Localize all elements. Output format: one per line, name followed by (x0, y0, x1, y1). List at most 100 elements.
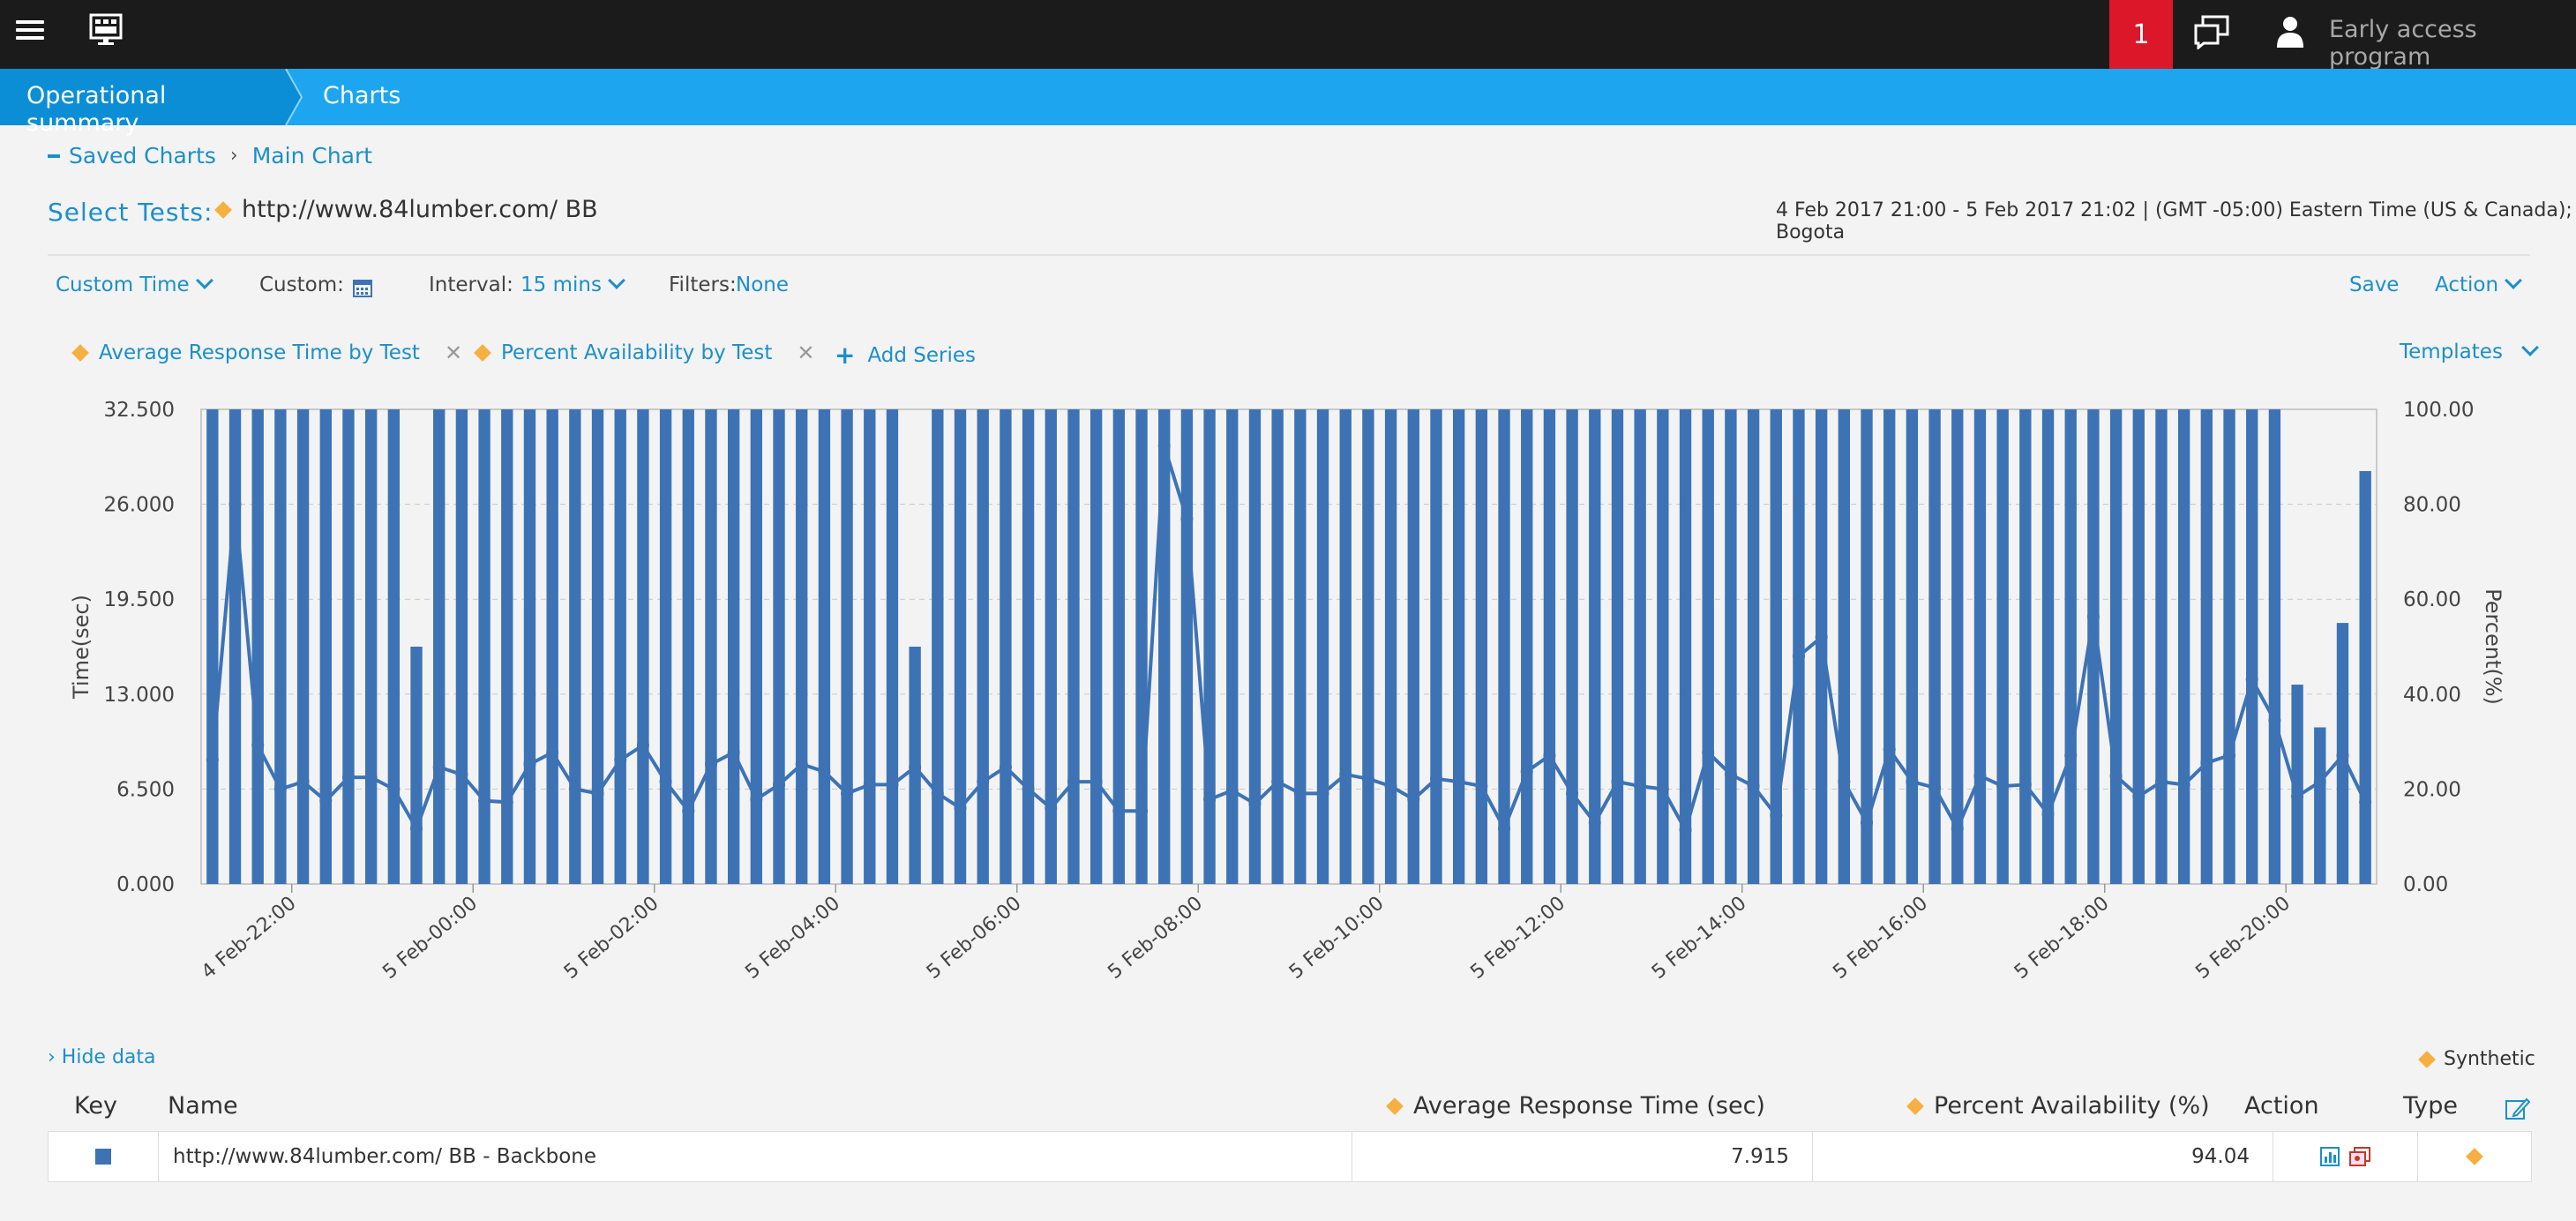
response-time-point (2291, 790, 2304, 803)
availability-bar (1000, 409, 1012, 884)
response-time-point (296, 775, 310, 789)
series-chip-avg-response[interactable]: Average Response Time by Test ✕ (71, 341, 463, 365)
report-icon[interactable] (2348, 1147, 2371, 1166)
response-time-point (954, 801, 967, 814)
time-mode-dropdown[interactable]: Custom Time (56, 272, 213, 296)
availability-bar (1022, 409, 1035, 884)
response-time-point (1361, 772, 1374, 785)
percent-availability-cell: 94.04 (1814, 1132, 2273, 1181)
name-cell: http://www.84lumber.com/ BB - Backbone (159, 1132, 1352, 1181)
response-time-point (364, 771, 378, 784)
availability-bar (1180, 409, 1194, 884)
response-time-point (1045, 801, 1058, 814)
response-time-point (1498, 822, 1511, 835)
y-left-tick-label: 0.000 (116, 873, 175, 896)
y-left-tick-label: 26.000 (104, 494, 175, 517)
response-time-point (2245, 673, 2258, 686)
response-time-point (704, 758, 717, 771)
action-dropdown[interactable]: Action (2435, 272, 2522, 296)
availability-bar (2041, 409, 2055, 884)
response-time-point (2109, 769, 2123, 783)
availability-bar (705, 409, 717, 884)
hide-data-toggle[interactable]: › Hide data (48, 1046, 156, 1068)
breadcrumb-item-operational-summary[interactable]: Operational summary (0, 69, 286, 137)
series-diamond-icon (474, 344, 491, 362)
alert-count-badge[interactable]: 1 (2109, 0, 2173, 69)
breadcrumb-chevron-icon (282, 69, 303, 125)
response-time-point (2268, 714, 2281, 727)
calendar-icon[interactable] (352, 277, 373, 298)
collapse-icon[interactable] (48, 154, 60, 158)
selected-test-name: http://www.84lumber.com/ BB (242, 196, 598, 223)
response-time-point (659, 775, 672, 789)
plot-area (200, 408, 2378, 885)
availability-bar (1928, 409, 1941, 884)
user-label[interactable]: Early access program (2329, 16, 2477, 71)
availability-bar (1475, 409, 1488, 884)
availability-bar (2064, 409, 2077, 884)
availability-bar (1362, 409, 1374, 884)
response-time-point (251, 738, 265, 752)
response-time-point (2223, 749, 2236, 762)
column-avg-response[interactable]: Average Response Time (sec) (1386, 1092, 1765, 1120)
x-tick-label: 5 Feb-18:00 (2011, 892, 2114, 984)
user-icon[interactable] (2274, 14, 2306, 49)
edit-columns-icon[interactable] (2504, 1096, 2530, 1122)
chevron-down-icon (2505, 272, 2522, 289)
availability-bar (2019, 409, 2032, 884)
response-time-point (1520, 765, 1533, 778)
column-name[interactable]: Name (168, 1092, 238, 1120)
availability-bar (501, 409, 513, 884)
save-button[interactable]: Save (2349, 273, 2400, 296)
response-time-point (931, 787, 944, 800)
response-time-point (455, 768, 468, 781)
saved-charts-link[interactable]: Saved Charts (69, 143, 216, 169)
response-time-point (1135, 805, 1149, 818)
response-time-point (636, 738, 649, 752)
series-chip-percent-availability[interactable]: Percent Availability by Test ✕ (474, 341, 815, 365)
x-tick-label: 4 Feb-22:00 (198, 892, 301, 984)
menu-icon[interactable] (16, 16, 44, 44)
column-key[interactable]: Key (74, 1092, 117, 1120)
availability-bar (1566, 409, 1578, 884)
availability-bar (659, 409, 672, 884)
availability-bar (2177, 409, 2190, 884)
interval-dropdown[interactable]: 15 mins (520, 272, 625, 296)
availability-bar (433, 409, 446, 884)
selected-test[interactable]: http://www.84lumber.com/ BB (214, 196, 598, 223)
availability-bar (932, 409, 944, 884)
availability-bar (546, 409, 558, 884)
column-type[interactable]: Type (2403, 1092, 2459, 1120)
monitor-icon[interactable] (88, 12, 124, 48)
response-time-point (2154, 775, 2168, 789)
remove-series-icon[interactable]: ✕ (444, 341, 463, 365)
response-time-point (1271, 775, 1284, 789)
availability-bar (818, 409, 831, 884)
availability-bar (1951, 409, 1964, 884)
select-tests-label[interactable]: Select Tests: (48, 198, 213, 227)
chart-icon[interactable] (2320, 1147, 2340, 1166)
response-time-point (591, 787, 604, 800)
breadcrumb-item-charts[interactable]: Charts (323, 82, 401, 109)
response-time-point (1724, 768, 1737, 781)
x-tick-label: 5 Feb-02:00 (560, 892, 663, 984)
response-time-point (1022, 783, 1035, 796)
templates-dropdown[interactable]: Templates (2400, 339, 2539, 363)
availability-bar (954, 409, 967, 884)
filters-value[interactable]: None (736, 273, 790, 296)
availability-bar (1430, 409, 1442, 884)
synthetic-legend: Synthetic (2418, 1048, 2535, 1070)
response-time-point (1225, 784, 1239, 798)
main-chart-link[interactable]: Main Chart (251, 143, 373, 169)
availability-bar (1294, 409, 1307, 884)
synthetic-label: Synthetic (2444, 1048, 2535, 1070)
column-percent-availability[interactable]: Percent Availability (%) (1906, 1092, 2210, 1120)
chat-icon[interactable] (2193, 14, 2230, 49)
x-tick-label: 5 Feb-16:00 (1829, 892, 1932, 984)
response-time-point (1543, 749, 1556, 762)
availability-bar (274, 409, 287, 884)
remove-series-icon[interactable]: ✕ (797, 341, 815, 365)
type-cell (2418, 1132, 2530, 1181)
column-action[interactable]: Action (2244, 1092, 2319, 1120)
add-series-button[interactable]: + Add Series (835, 341, 976, 370)
